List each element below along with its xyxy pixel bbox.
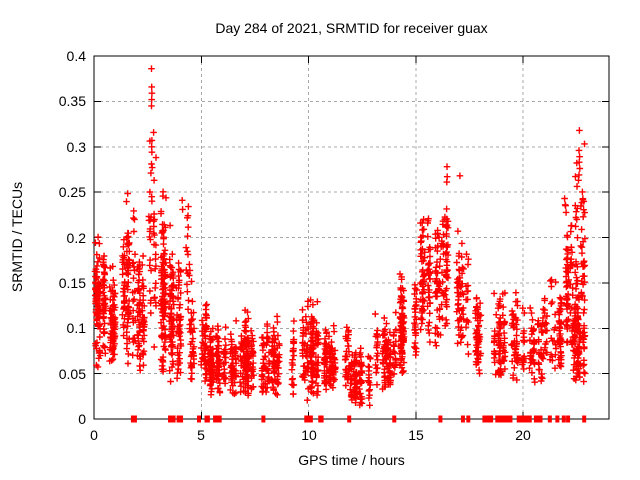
x-tick-label: 10 — [301, 427, 317, 443]
y-tick-label: 0.25 — [58, 184, 86, 200]
chart-title: Day 284 of 2021, SRMTID for receiver gua… — [215, 20, 488, 36]
y-tick-label: 0.05 — [58, 366, 86, 382]
y-tick-label: 0.2 — [66, 230, 86, 246]
x-axis-label: GPS time / hours — [298, 452, 405, 468]
y-tick-label: 0.35 — [58, 93, 86, 109]
y-tick-label: 0.4 — [66, 48, 86, 64]
zero-line-markers — [130, 415, 587, 423]
y-tick-label: 0.1 — [66, 320, 86, 336]
x-tick-label: 20 — [515, 427, 531, 443]
y-tick-label: 0.15 — [58, 275, 86, 291]
y-axis-label: SRMTID / TECUs — [9, 181, 25, 293]
x-tick-label: 0 — [90, 427, 98, 443]
data-points — [91, 65, 589, 409]
x-tick-label: 15 — [408, 427, 424, 443]
x-tick-label: 5 — [197, 427, 205, 443]
y-tick-label: 0.3 — [66, 139, 86, 155]
y-tick-label: 0 — [78, 411, 86, 427]
